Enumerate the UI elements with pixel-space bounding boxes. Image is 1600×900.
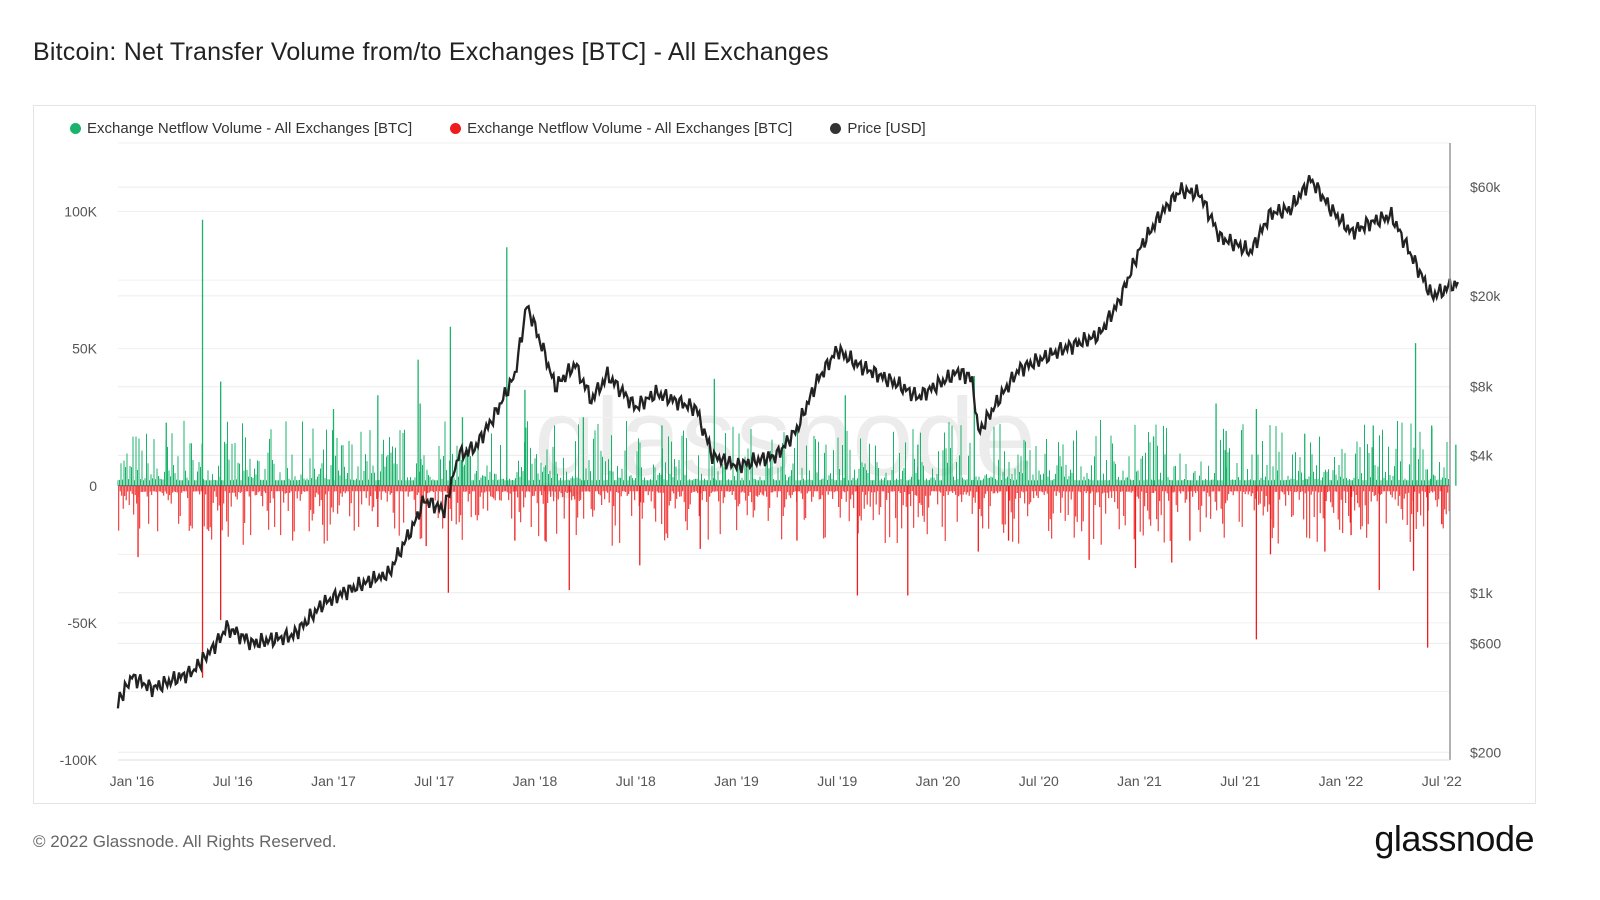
x-tick-label: Jul '16 (213, 773, 253, 789)
price-line (116, 175, 1459, 709)
y-right-tick-label: $20k (1470, 288, 1501, 304)
y-left-tick-label: -100K (60, 752, 98, 768)
x-tick-label: Jul '20 (1019, 773, 1059, 789)
y-right-tick-label: $8k (1470, 379, 1494, 395)
legend-item-inflow[interactable]: Exchange Netflow Volume - All Exchanges … (70, 120, 412, 137)
x-tick-label: Jul '17 (414, 773, 454, 789)
x-tick-label: Jan '21 (1117, 773, 1162, 789)
x-tick-label: Jul '22 (1422, 773, 1462, 789)
legend-label: Exchange Netflow Volume - All Exchanges … (467, 120, 793, 137)
x-tick-label: Jan '20 (916, 773, 961, 789)
red-dot-icon (450, 123, 462, 134)
x-tick-label: Jan '16 (110, 773, 155, 789)
legend-item-price[interactable]: Price [USD] (830, 120, 926, 137)
y-right-tick-label: $1k (1470, 585, 1494, 601)
x-tick-label: Jul '21 (1220, 773, 1260, 789)
y-left-tick-label: 0 (89, 478, 97, 494)
glassnode-logo[interactable]: glassnode (1374, 818, 1534, 859)
copyright: © 2022 Glassnode. All Rights Reserved. (33, 832, 337, 851)
x-tick-label: Jan '19 (714, 773, 759, 789)
x-tick-label: Jul '19 (817, 773, 857, 789)
legend-label: Price [USD] (847, 120, 926, 137)
y-right-tick-label: $600 (1470, 635, 1501, 651)
x-tick-label: Jan '22 (1319, 773, 1364, 789)
green-dot-icon (70, 123, 81, 134)
legend-item-outflow[interactable]: Exchange Netflow Volume - All Exchanges … (450, 120, 792, 137)
y-right-tick-label: $4k (1470, 447, 1494, 463)
chart-title: Bitcoin: Net Transfer Volume from/to Exc… (33, 38, 829, 66)
x-tick-label: Jan '17 (311, 773, 356, 789)
x-tick-label: Jul '18 (616, 773, 656, 789)
y-left-tick-label: -50K (67, 615, 97, 631)
legend: Exchange Netflow Volume - All Exchanges … (70, 120, 926, 137)
legend-label: Exchange Netflow Volume - All Exchanges … (87, 120, 413, 137)
chart-panel (33, 105, 1536, 804)
x-tick-label: Jan '18 (513, 773, 558, 789)
y-left-tick-label: 100K (64, 204, 97, 220)
black-dot-icon (830, 123, 842, 134)
y-right-tick-label: $200 (1470, 744, 1501, 760)
y-left-tick-label: 50K (72, 341, 98, 357)
y-right-tick-label: $60k (1470, 179, 1501, 195)
